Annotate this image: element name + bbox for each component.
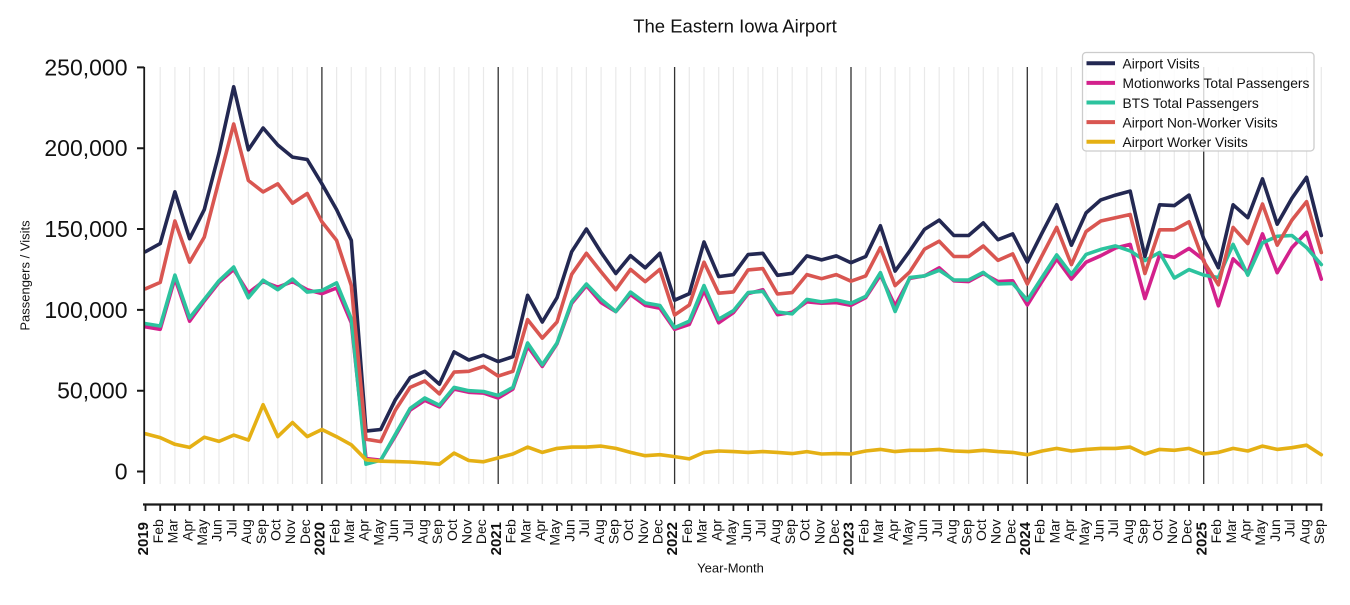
svg-text:Mar: Mar (694, 519, 710, 543)
svg-text:Apr: Apr (356, 519, 372, 541)
svg-text:Dec: Dec (1002, 519, 1018, 544)
svg-text:Passengers / Visits: Passengers / Visits (18, 220, 33, 331)
svg-text:Apr: Apr (532, 519, 548, 541)
svg-text:Jul: Jul (1282, 519, 1298, 537)
svg-text:2022: 2022 (664, 522, 681, 555)
svg-text:Jul: Jul (1105, 519, 1121, 537)
svg-text:Jul: Jul (929, 519, 945, 537)
svg-text:Sep: Sep (958, 519, 974, 544)
svg-text:Apr: Apr (179, 519, 195, 541)
svg-text:Feb: Feb (679, 519, 695, 543)
svg-text:Oct: Oct (620, 519, 636, 541)
svg-text:Nov: Nov (1164, 519, 1180, 544)
svg-text:Oct: Oct (268, 519, 284, 541)
svg-text:Oct: Oct (1149, 519, 1165, 541)
svg-text:Nov: Nov (811, 519, 827, 544)
svg-text:Nov: Nov (635, 519, 651, 544)
svg-text:2024: 2024 (1017, 521, 1034, 555)
svg-text:Apr: Apr (885, 519, 901, 541)
svg-text:Dec: Dec (1179, 519, 1195, 544)
svg-text:Feb: Feb (855, 519, 871, 543)
svg-text:50,000: 50,000 (57, 378, 127, 404)
svg-text:Feb: Feb (326, 519, 342, 543)
svg-text:Sep: Sep (429, 519, 445, 544)
svg-text:Aug: Aug (238, 519, 254, 544)
svg-text:May: May (547, 519, 563, 545)
svg-text:Jun: Jun (209, 519, 225, 542)
svg-text:Dec: Dec (650, 519, 666, 544)
svg-text:Dec: Dec (826, 519, 842, 544)
svg-text:May: May (1252, 519, 1268, 545)
svg-text:2020: 2020 (312, 522, 329, 555)
svg-text:Mar: Mar (517, 519, 533, 543)
svg-text:Jul: Jul (576, 519, 592, 537)
svg-text:2025: 2025 (1193, 522, 1210, 555)
svg-text:Feb: Feb (503, 519, 519, 543)
svg-text:Year-Month: Year-Month (697, 561, 764, 576)
svg-text:250,000: 250,000 (44, 54, 127, 80)
svg-text:BTS Total Passengers: BTS Total Passengers (1123, 96, 1259, 111)
svg-text:Nov: Nov (988, 519, 1004, 544)
svg-text:Sep: Sep (1135, 519, 1151, 544)
svg-text:Jun: Jun (738, 519, 754, 542)
svg-text:150,000: 150,000 (44, 216, 127, 242)
svg-text:Jul: Jul (400, 519, 416, 537)
svg-text:Airport Non-Worker Visits: Airport Non-Worker Visits (1123, 115, 1278, 130)
svg-text:May: May (370, 519, 386, 545)
svg-text:The Eastern Iowa Airport: The Eastern Iowa Airport (633, 15, 837, 36)
svg-text:Sep: Sep (253, 519, 269, 544)
svg-text:Mar: Mar (1223, 519, 1239, 543)
svg-text:Jul: Jul (223, 519, 239, 537)
svg-text:Dec: Dec (473, 519, 489, 544)
svg-text:Jun: Jun (561, 519, 577, 542)
svg-text:Oct: Oct (797, 519, 813, 541)
svg-text:100,000: 100,000 (44, 297, 127, 323)
svg-text:Mar: Mar (870, 519, 886, 543)
svg-text:200,000: 200,000 (44, 135, 127, 161)
svg-text:May: May (723, 519, 739, 545)
svg-text:Feb: Feb (150, 519, 166, 543)
svg-text:Feb: Feb (1208, 519, 1224, 543)
svg-text:Aug: Aug (1120, 519, 1136, 544)
svg-text:Apr: Apr (708, 519, 724, 541)
svg-text:Aug: Aug (591, 519, 607, 544)
svg-text:Oct: Oct (973, 519, 989, 541)
svg-text:Jun: Jun (385, 519, 401, 542)
svg-text:May: May (1076, 519, 1092, 545)
svg-text:Jun: Jun (914, 519, 930, 542)
svg-text:Aug: Aug (944, 519, 960, 544)
svg-text:2023: 2023 (841, 522, 858, 555)
svg-text:Nov: Nov (459, 519, 475, 544)
svg-text:Apr: Apr (1238, 519, 1254, 541)
svg-text:2019: 2019 (135, 522, 152, 555)
svg-text:Aug: Aug (767, 519, 783, 544)
svg-text:Jun: Jun (1267, 519, 1283, 542)
svg-text:May: May (900, 519, 916, 545)
svg-text:Jul: Jul (753, 519, 769, 537)
svg-text:Nov: Nov (282, 519, 298, 544)
svg-text:2021: 2021 (488, 522, 505, 555)
svg-text:Aug: Aug (415, 519, 431, 544)
svg-text:Airport Worker Visits: Airport Worker Visits (1123, 135, 1248, 150)
svg-text:Sep: Sep (782, 519, 798, 544)
svg-text:Mar: Mar (341, 519, 357, 543)
svg-text:Jun: Jun (1091, 519, 1107, 542)
svg-text:Mar: Mar (1046, 519, 1062, 543)
svg-text:May: May (194, 519, 210, 545)
svg-text:Airport Visits: Airport Visits (1123, 57, 1200, 72)
svg-text:Sep: Sep (1311, 519, 1327, 544)
svg-text:Aug: Aug (1296, 519, 1312, 544)
svg-text:Dec: Dec (297, 519, 313, 544)
svg-text:Apr: Apr (1061, 519, 1077, 541)
svg-text:Motionworks Total Passengers: Motionworks Total Passengers (1123, 76, 1310, 91)
svg-text:Oct: Oct (444, 519, 460, 541)
svg-text:0: 0 (115, 458, 128, 484)
svg-text:Mar: Mar (165, 519, 181, 543)
svg-text:Sep: Sep (606, 519, 622, 544)
svg-text:Feb: Feb (1032, 519, 1048, 543)
